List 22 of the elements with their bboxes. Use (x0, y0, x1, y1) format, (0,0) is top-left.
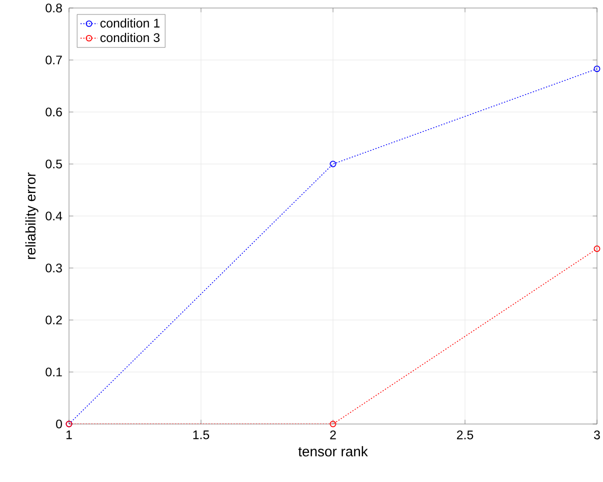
x-tick-label: 2 (330, 430, 336, 440)
y-tick-label: 0.8 (46, 4, 62, 12)
point (330, 420, 336, 428)
x-tick-label: 1 (66, 430, 72, 440)
y-tick-label: 0.1 (46, 368, 62, 376)
y-tick-label: 0 (56, 420, 62, 428)
x-tick-label: 3 (594, 430, 600, 440)
y-axis-title: reliability error (25, 172, 38, 259)
legend-label: condition 3 (100, 32, 160, 42)
point (330, 160, 336, 168)
legend-label: condition 1 (100, 18, 160, 28)
x-tick-label: 1.5 (193, 430, 210, 440)
x-tick-label: 2.5 (456, 430, 474, 440)
y-tick-label: 0.5 (46, 160, 62, 168)
y-tick-label: 0.3 (46, 264, 62, 272)
y-tick-label: 0.6 (46, 108, 62, 116)
y-tick-label: 0.2 (46, 316, 62, 324)
point (594, 66, 600, 72)
y-tick-label: 0.4 (46, 212, 62, 220)
x-axis-title: tensor rank (298, 446, 368, 456)
y-tick-label: 0.7 (46, 56, 62, 64)
point (594, 246, 600, 252)
